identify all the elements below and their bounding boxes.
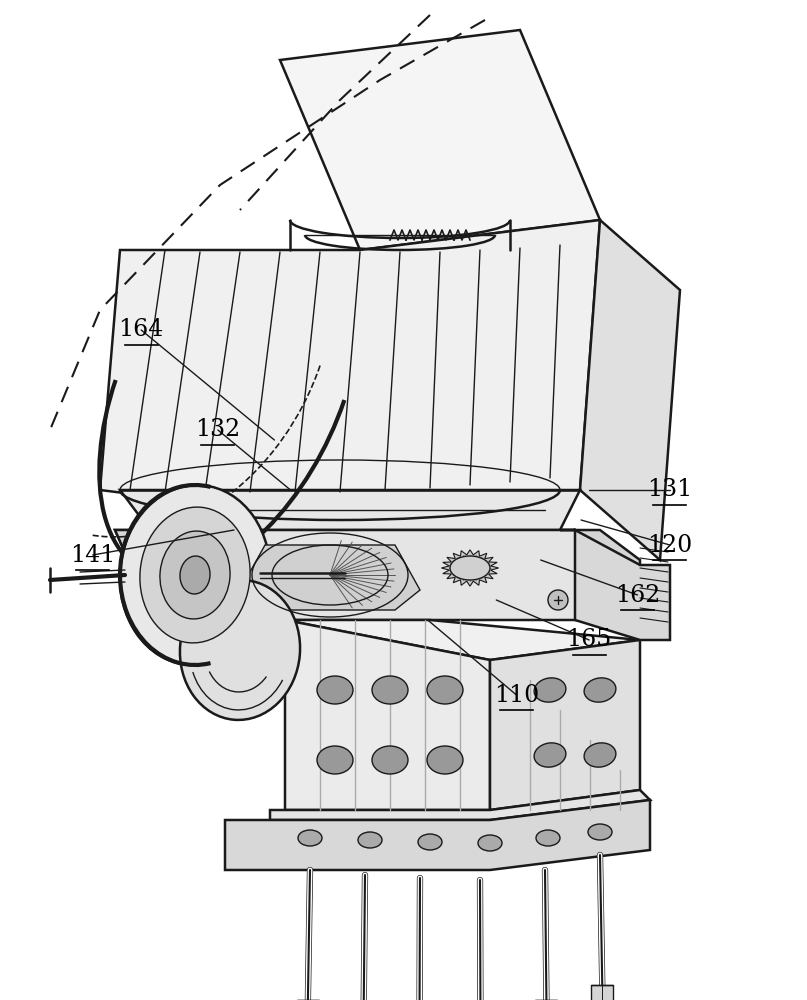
Bar [592,985,613,1000]
Ellipse shape [450,556,490,580]
Text: 120: 120 [647,534,692,556]
Text: 162: 162 [615,584,660,606]
Polygon shape [270,790,650,820]
Ellipse shape [140,507,250,643]
Polygon shape [285,620,640,660]
Polygon shape [225,800,650,870]
Polygon shape [115,530,610,620]
Text: 110: 110 [494,684,539,706]
Polygon shape [575,530,670,640]
Ellipse shape [372,746,408,774]
Text: 141: 141 [70,544,115,566]
Polygon shape [240,545,420,610]
Polygon shape [120,490,580,530]
Ellipse shape [478,835,502,851]
Polygon shape [441,550,499,586]
Ellipse shape [418,834,442,850]
Ellipse shape [548,590,568,610]
Text: 165: 165 [567,629,612,652]
Polygon shape [280,30,600,250]
Text: 131: 131 [647,479,692,502]
Ellipse shape [584,743,616,767]
Ellipse shape [584,678,616,702]
Polygon shape [490,640,640,810]
Polygon shape [560,530,640,630]
Ellipse shape [427,746,463,774]
Ellipse shape [317,676,353,704]
Text: 132: 132 [195,418,240,442]
Polygon shape [100,220,600,520]
Ellipse shape [180,580,300,720]
Ellipse shape [534,743,566,767]
Ellipse shape [298,830,322,846]
Ellipse shape [427,676,463,704]
Ellipse shape [317,746,353,774]
Ellipse shape [120,485,270,665]
Ellipse shape [536,830,560,846]
Ellipse shape [534,678,566,702]
Ellipse shape [160,531,230,619]
Polygon shape [285,620,490,810]
Ellipse shape [372,676,408,704]
Polygon shape [580,220,680,560]
Ellipse shape [180,556,210,594]
Polygon shape [115,530,285,620]
Ellipse shape [588,824,612,840]
Ellipse shape [358,832,382,848]
Text: 164: 164 [119,318,164,342]
